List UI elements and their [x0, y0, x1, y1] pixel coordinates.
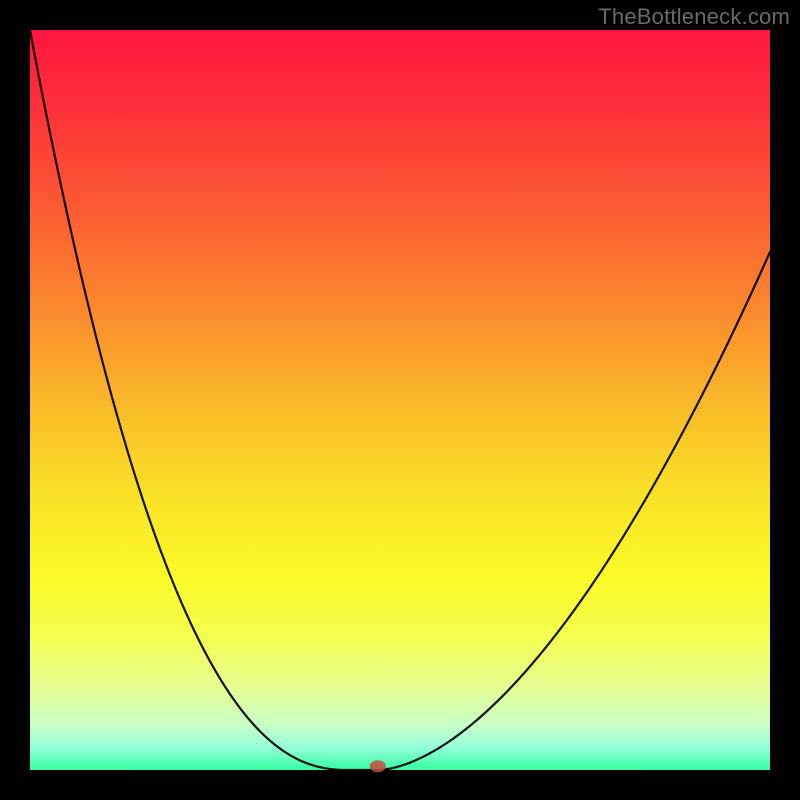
chart-container: TheBottleneck.com — [0, 0, 800, 800]
bottleneck-chart — [0, 0, 800, 800]
chart-background — [30, 30, 770, 770]
optimal-point-marker — [370, 760, 386, 772]
